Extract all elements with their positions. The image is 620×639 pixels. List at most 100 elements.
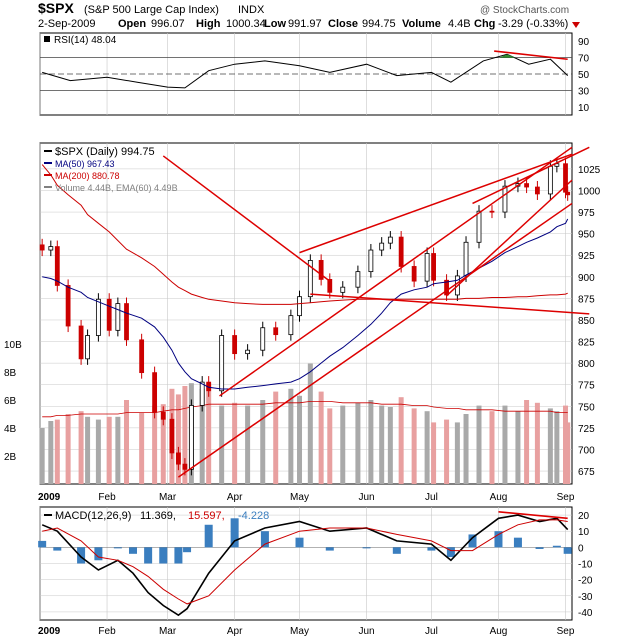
macd-hist-value: -4.228 [238, 510, 269, 522]
volume-bar [65, 414, 71, 484]
volume-bar [524, 400, 530, 484]
macd-tick-label: -10 [578, 560, 593, 571]
macd-histogram-bar [494, 531, 503, 548]
candle-body [327, 278, 333, 293]
candle-body [307, 260, 313, 298]
volume-bar [124, 400, 130, 484]
volume-bar [160, 404, 166, 484]
candle-body [115, 303, 121, 331]
x-label: Jun [358, 626, 374, 637]
volume-bar [273, 391, 279, 484]
price-tick-label: 700 [578, 445, 595, 456]
rsi-tick-label: 50 [578, 70, 590, 81]
candle-body [260, 327, 266, 351]
volume-bar [355, 402, 361, 484]
low-value: 991.97 [288, 18, 322, 30]
candle-body [39, 244, 45, 251]
candle-body [245, 349, 251, 355]
open-value: 996.07 [151, 18, 185, 30]
rsi-title: RSI(14) 48.04 [54, 35, 117, 46]
low-label: Low [264, 18, 286, 30]
ma200-line [41, 164, 568, 305]
price-tick-label: 750 [578, 402, 595, 413]
candle-body [340, 286, 346, 293]
chart-exchange: INDX [238, 4, 265, 16]
macd-tick-label: 10 [578, 527, 590, 538]
rsi-overbought-fill [499, 54, 516, 58]
candle-body [424, 253, 430, 282]
volume-tick-label: 4B [4, 424, 17, 435]
legend-label: Volume 4.44B, EMA(60) 4.49B [55, 183, 178, 193]
macd-histogram-bar [77, 547, 86, 564]
volume-bar [260, 400, 266, 484]
volume-bar [54, 419, 60, 484]
legend-label: MA(50) 967.43 [55, 159, 115, 169]
candle-body [232, 335, 238, 355]
price-tick-label: 975 [578, 208, 595, 219]
macd-tick-label: 20 [578, 511, 590, 522]
volume-tick-label: 10B [4, 340, 22, 351]
volume-bar [106, 416, 112, 484]
x-label: Sep [557, 492, 575, 503]
macd-tick-label: 0 [578, 543, 584, 554]
volume-bar [95, 419, 101, 484]
x-axis-price: 2009 Feb Mar Apr May Jun Jul Aug Sep [38, 492, 575, 503]
x-label: Mar [159, 492, 177, 503]
candle-body [169, 418, 175, 454]
legend-label: $SPX (Daily) 994.75 [55, 146, 155, 158]
macd-histogram-bar [38, 540, 47, 548]
macd-histogram-bar [362, 547, 371, 549]
candle-body [524, 183, 529, 188]
candle-body [368, 249, 374, 273]
candle-body [124, 303, 129, 341]
macd-title-value: 11.369, [140, 510, 176, 522]
volume-bar [182, 386, 188, 484]
price-tick-label: 925 [578, 251, 595, 262]
volume-ema-line [42, 400, 568, 418]
volume-bar [327, 408, 333, 484]
rsi-tick-label: 30 [578, 86, 590, 97]
volume-bar [554, 411, 560, 484]
macd-histogram-bar [513, 537, 522, 548]
volume-bar [340, 405, 346, 484]
macd-histogram-bar [159, 547, 168, 564]
price-tick-label: 875 [578, 294, 595, 305]
price-trendline [162, 155, 331, 282]
macd-histogram-bar [230, 518, 239, 548]
candle-body [547, 165, 553, 195]
x-label: Jun [358, 492, 374, 503]
volume-bar [78, 411, 84, 484]
macd-signal-line [42, 519, 568, 605]
volume-bar [431, 422, 437, 484]
x-label: Feb [98, 492, 116, 503]
volume-bar [515, 411, 521, 484]
open-label: Open [118, 18, 146, 30]
rsi-tick-label: 70 [578, 54, 590, 65]
price-tick-label: 850 [578, 316, 595, 327]
volume-bar [534, 402, 540, 484]
macd-tick-label: -40 [578, 608, 593, 619]
close-label: Close [328, 18, 358, 30]
candle-body [152, 372, 158, 413]
rsi-tick-label: 90 [578, 37, 590, 48]
volume-bar [424, 411, 430, 484]
x-label: 2009 [38, 492, 61, 503]
candle-body [182, 463, 188, 470]
candle-body [411, 266, 417, 282]
macd-panel: -40 -30 -20 -10 0 10 20 MACD(12,26,9) 11.369, 15.… [38, 506, 593, 621]
volume-bar [411, 408, 417, 484]
volume-bar [139, 412, 145, 484]
volume-bar [547, 408, 553, 484]
volume-bar [379, 405, 385, 484]
x-label: Aug [490, 492, 508, 503]
candle-body [85, 335, 90, 360]
candle-body [431, 253, 436, 281]
rsi-trendline [494, 50, 568, 61]
x-axis-macd: 2009 Feb Mar Apr May Jun Jul Aug Sep [38, 626, 575, 637]
volume-bar [307, 363, 313, 484]
volume-bar [444, 419, 450, 484]
x-label: Apr [227, 492, 243, 503]
macd-histogram-bar [183, 547, 192, 553]
date: 2-Sep-2009 [38, 18, 96, 30]
